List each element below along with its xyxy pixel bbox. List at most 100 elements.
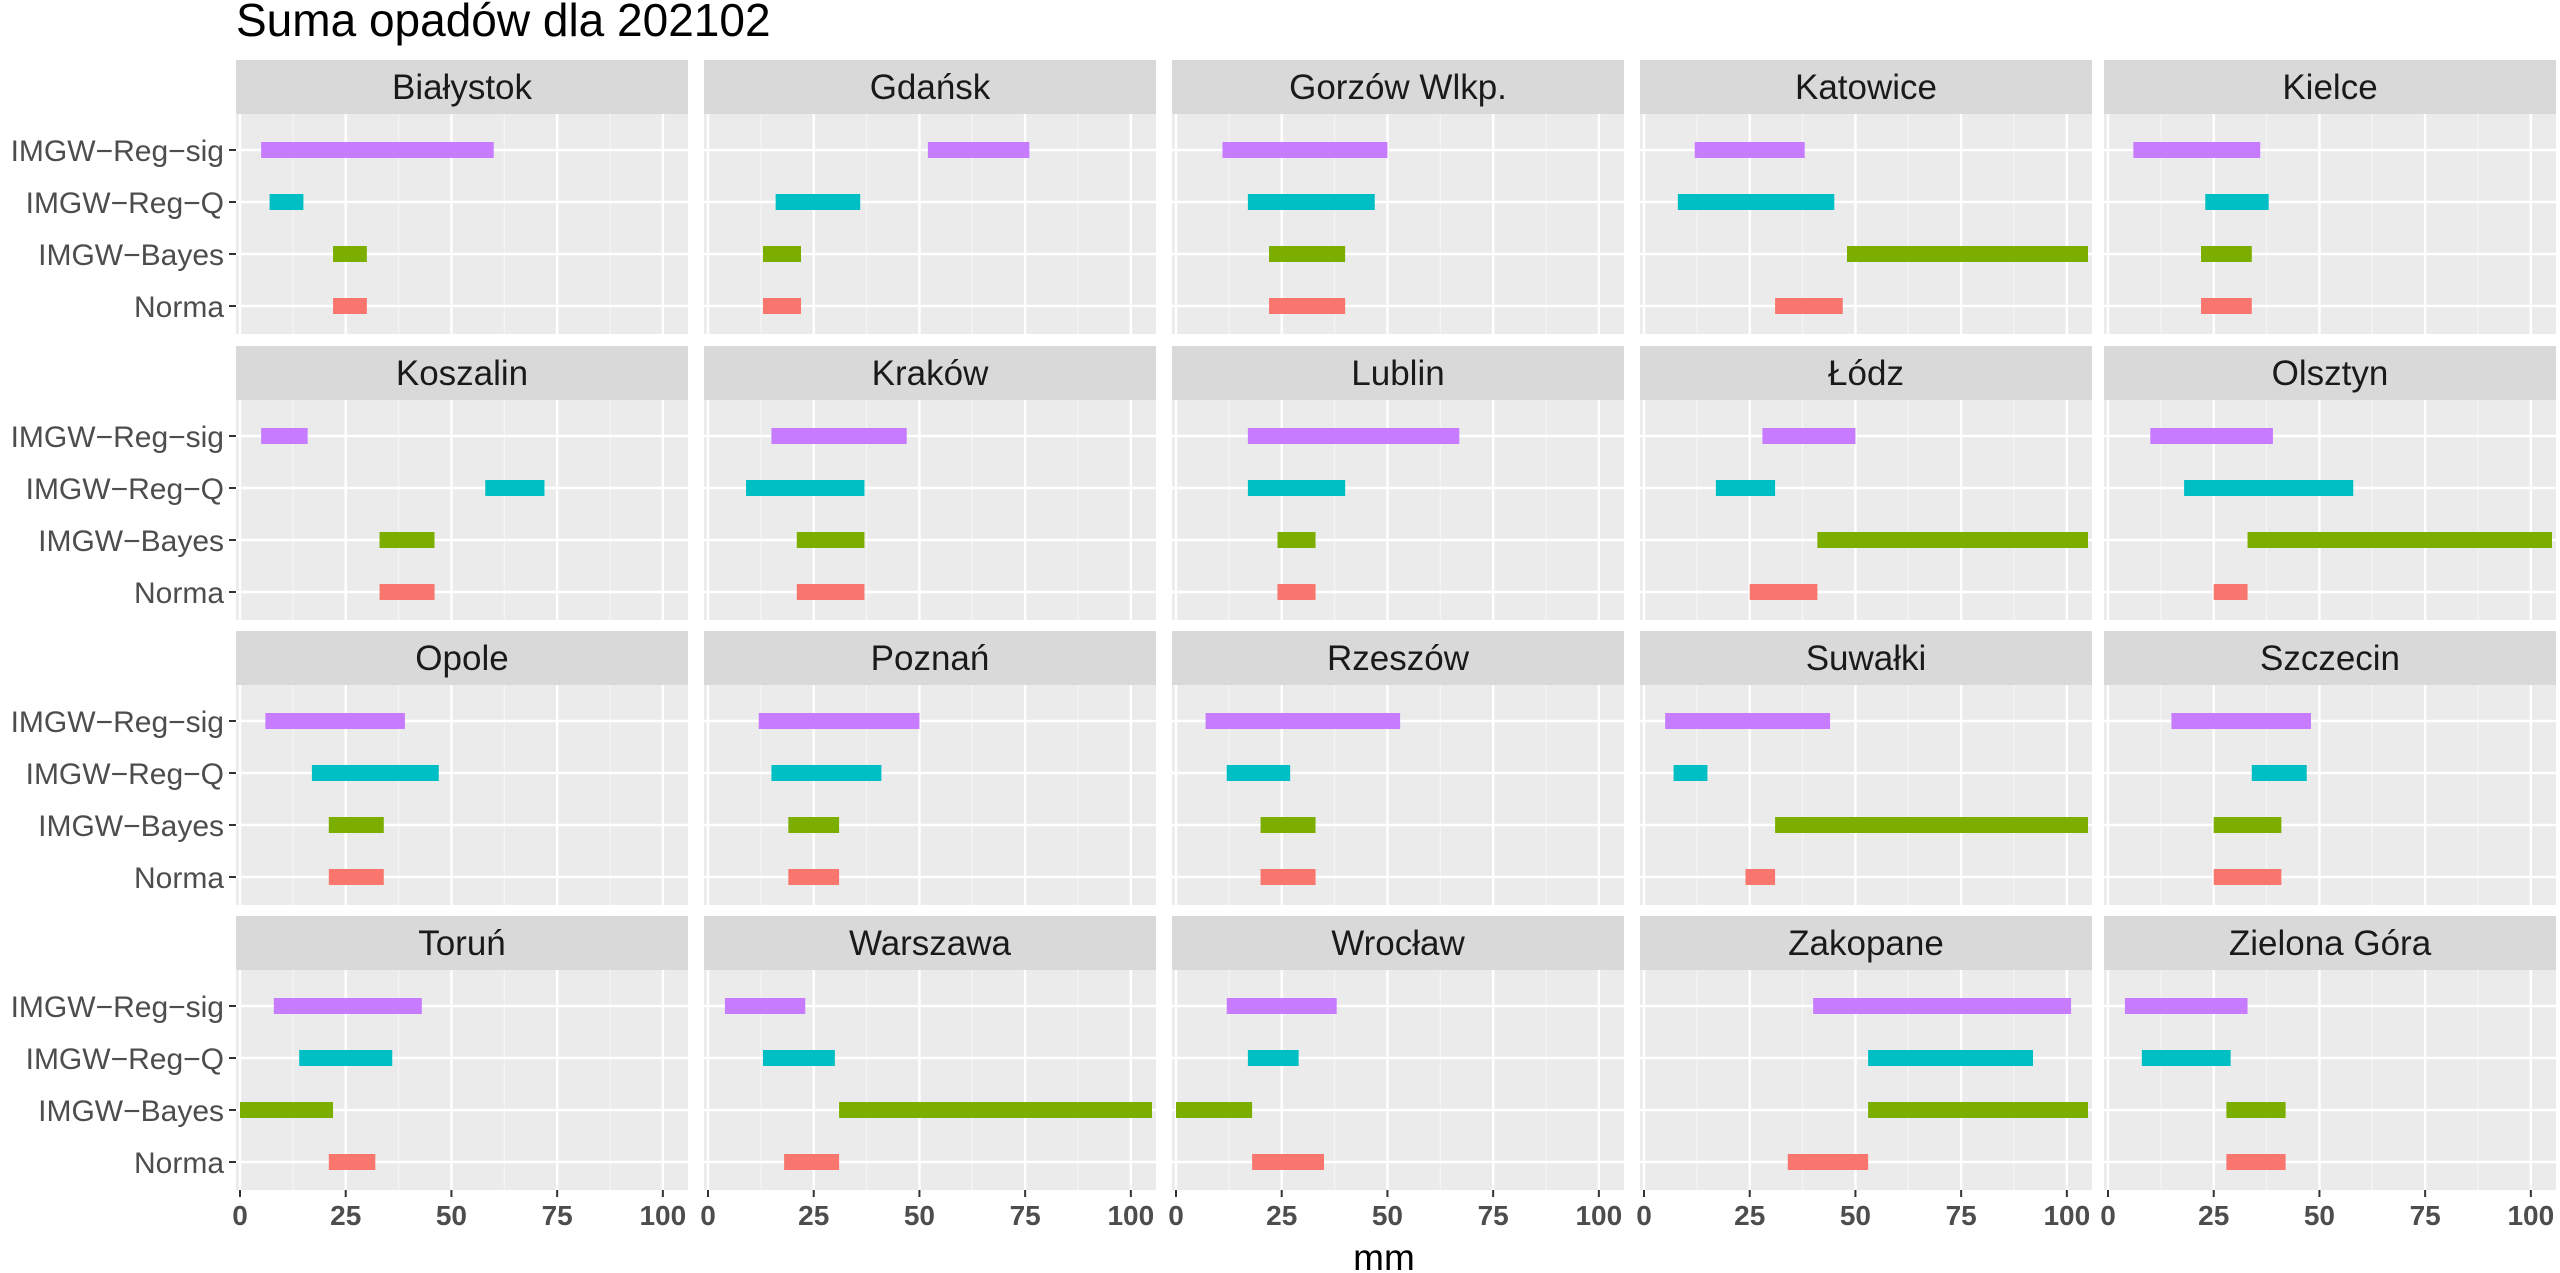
facet-panel-szczecin: Szczecin	[2104, 631, 2556, 905]
facet-panel-wroclaw: Wrocław 0 25 50 75 100	[1168, 916, 1624, 1231]
range-bar-norma	[379, 584, 435, 600]
facet-strip	[2104, 631, 2556, 685]
range-bar-imgw-reg-q	[269, 194, 304, 210]
facet-title: Gorzów Wlkp.	[1289, 68, 1507, 107]
y-tick-label: IMGW−Reg−Q	[26, 758, 224, 791]
range-bar-imgw-reg-q	[2141, 1050, 2231, 1066]
facet-title: Opole	[415, 639, 508, 678]
facet-panel-gorzow-wlkp: Gorzów Wlkp.	[1172, 60, 1624, 334]
x-tick-label: 100	[2507, 1200, 2554, 1231]
x-tick-label: 50	[2304, 1200, 2335, 1231]
facet-strip	[2104, 916, 2556, 970]
range-bar-imgw-reg-q	[1226, 765, 1291, 781]
facet-title: Kielce	[2282, 68, 2377, 107]
range-bar-imgw-reg-q	[1715, 480, 1776, 496]
facet-panel-zakopane: Zakopane 0 25 50 75 100	[1636, 916, 2092, 1231]
facet-strip	[1172, 60, 1624, 114]
range-bar-norma	[1749, 584, 1818, 600]
facet-panel-torun: Toruń IMGW−Reg−sig IMGW−Reg−Q IMGW−Bayes Nor…	[11, 916, 688, 1231]
range-bar-imgw-reg-sig	[273, 998, 422, 1014]
y-tick-label: IMGW−Reg−sig	[11, 991, 224, 1024]
facet-title: Lublin	[1351, 354, 1444, 393]
range-bar-imgw-reg-sig	[1762, 428, 1856, 444]
x-tick-label: 0	[232, 1200, 248, 1231]
facet-title: Gdańsk	[870, 68, 991, 107]
x-tick-label: 25	[330, 1200, 361, 1231]
facet-strip	[1640, 916, 2092, 970]
facet-panel-krakow: Kraków	[704, 346, 1156, 620]
facet-panel-poznan: Poznań	[704, 631, 1156, 905]
range-bar-imgw-reg-q	[1868, 1050, 2034, 1066]
facet-title: Warszawa	[849, 924, 1012, 963]
range-bar-imgw-reg-q	[311, 765, 439, 781]
range-bar-imgw-bayes	[333, 246, 367, 262]
y-tick-label: IMGW−Reg−sig	[11, 706, 224, 739]
x-tick-label: 0	[1636, 1200, 1652, 1231]
range-bar-imgw-bayes	[796, 532, 865, 548]
range-bar-imgw-reg-q	[2184, 480, 2354, 496]
facet-strip	[2104, 346, 2556, 400]
range-bar-imgw-reg-sig	[1694, 142, 1805, 158]
x-tick-label: 50	[904, 1200, 935, 1231]
facet-title: Toruń	[418, 924, 506, 963]
range-bar-imgw-reg-sig	[2171, 713, 2311, 729]
x-axis-label: mm	[1353, 1237, 1415, 1273]
x-tick-label: 0	[1168, 1200, 1184, 1231]
y-tick-label: IMGW−Bayes	[38, 525, 224, 558]
facet-strip	[1172, 346, 1624, 400]
range-bar-imgw-reg-sig	[261, 428, 308, 444]
range-bar-norma	[2201, 298, 2252, 314]
range-bar-imgw-bayes	[2226, 1102, 2286, 1118]
facet-strip	[1640, 346, 2092, 400]
range-bar-imgw-bayes	[788, 817, 840, 833]
facet-title: Białystok	[392, 68, 533, 107]
y-tick-label: IMGW−Bayes	[38, 810, 224, 843]
x-tick-label: 25	[1734, 1200, 1765, 1231]
x-tick-label: 100	[2043, 1200, 2090, 1231]
y-tick-label: Norma	[134, 862, 224, 895]
range-bar-imgw-reg-q	[1677, 194, 1835, 210]
facet-title: Łódz	[1828, 354, 1904, 393]
range-bar-imgw-bayes	[1846, 246, 2088, 262]
range-bar-imgw-reg-q	[1247, 194, 1375, 210]
facet-panel-bialystok: Białystok IMGW−Reg−sig IMGW−Reg−Q IMGW−Baye…	[11, 60, 688, 334]
facet-title: Koszalin	[396, 354, 528, 393]
facet-strip	[1172, 631, 1624, 685]
range-bar-imgw-reg-q	[1247, 480, 1346, 496]
range-bar-imgw-bayes	[1260, 817, 1316, 833]
range-bar-imgw-reg-sig	[1813, 998, 2072, 1014]
x-tick-label: 75	[1010, 1200, 1041, 1231]
range-bar-imgw-reg-q	[762, 1050, 835, 1066]
x-tick-label: 50	[1840, 1200, 1871, 1231]
y-tick-label: IMGW−Reg−Q	[26, 1043, 224, 1076]
x-tick-label: 75	[1946, 1200, 1977, 1231]
range-bar-imgw-reg-q	[775, 194, 861, 210]
range-bar-imgw-bayes	[240, 1102, 334, 1118]
range-bar-imgw-reg-q	[299, 1050, 393, 1066]
facet-title: Rzeszów	[1327, 639, 1470, 678]
x-tick-label: 50	[436, 1200, 467, 1231]
facet-panel-kielce: Kielce	[2104, 60, 2556, 334]
facet-title: Szczecin	[2260, 639, 2400, 678]
facet-panel-rzeszow: Rzeszów	[1172, 631, 1624, 905]
range-bar-imgw-bayes	[328, 817, 384, 833]
facet-strip	[236, 346, 688, 400]
range-bar-imgw-reg-sig	[758, 713, 920, 729]
range-bar-imgw-reg-q	[771, 765, 882, 781]
x-tick-label: 25	[2198, 1200, 2229, 1231]
facet-strip	[704, 916, 1156, 970]
range-bar-imgw-reg-q	[746, 480, 865, 496]
facet-strip	[704, 346, 1156, 400]
x-tick-label: 0	[700, 1200, 716, 1231]
y-tick-label: IMGW−Reg−Q	[26, 473, 224, 506]
range-bar-norma	[328, 869, 384, 885]
x-tick-label: 75	[2410, 1200, 2441, 1231]
facet-title: Poznań	[871, 639, 990, 678]
chart-title: Suma opadów dla 202102	[236, 0, 771, 46]
range-bar-imgw-reg-sig	[2150, 428, 2273, 444]
range-bar-imgw-reg-q	[2205, 194, 2269, 210]
y-tick-label: Norma	[134, 577, 224, 610]
range-bar-norma	[762, 298, 802, 314]
range-bar-imgw-bayes	[1868, 1102, 2088, 1118]
y-tick-label: IMGW−Bayes	[38, 239, 224, 272]
